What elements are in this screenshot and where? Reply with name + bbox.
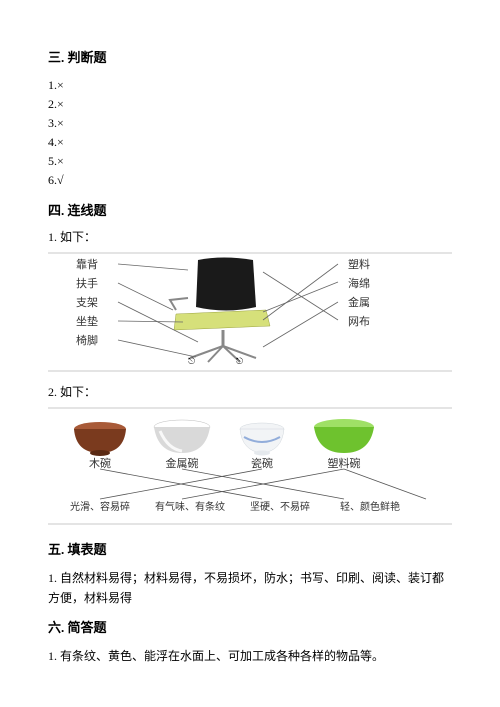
judge-num: 1. (48, 78, 57, 92)
fill-answer-1: 1. 自然材料易得；材料易得，不易损坏，防水；书写、印刷、阅读、装订都方便，材料… (48, 568, 452, 609)
bowl-prop: 坚硬、不易碎 (250, 500, 310, 513)
q2-intro: 2. 如下： (48, 383, 452, 401)
judge-num: 6. (48, 173, 57, 187)
judge-mark: × (57, 116, 64, 130)
judge-num: 3. (48, 116, 57, 130)
section-3-title: 三. 判断题 (48, 48, 452, 68)
bowl-porcelain-icon (240, 423, 284, 456)
bowl-plastic-icon (314, 419, 374, 453)
chair-icon: ⎋ ⎋ (170, 258, 270, 367)
chair-right-label: 网布 (348, 315, 370, 328)
chair-left-label: 靠背 (76, 257, 98, 271)
judge-item: 4.× (48, 133, 452, 152)
bowl-prop: 光滑、容易碎 (70, 500, 130, 513)
judge-mark: × (57, 135, 64, 149)
judge-mark: × (57, 97, 64, 111)
judge-mark: × (57, 78, 64, 92)
chair-left-label: 扶手 (76, 276, 98, 290)
chair-right-label: 塑料 (348, 257, 370, 271)
page-content: 三. 判断题 1.× 2.× 3.× 4.× 5.× 6.√ 四. 连线题 1.… (0, 0, 500, 694)
section-4-title: 四. 连线题 (48, 201, 452, 221)
section-6-title: 六. 简答题 (48, 618, 452, 638)
bowls-svg: 木碗 金属碗 瓷碗 塑料碗 光滑、容易碎 有气味、有条纹 坚硬、不易碎 轻、颜色… (48, 407, 452, 525)
chair-figure: 靠背 扶手 支架 坐垫 椅脚 塑料 海绵 金属 网布 (48, 252, 452, 377)
caster-icon: ⎋ (236, 356, 243, 366)
judge-item: 1.× (48, 76, 452, 95)
bowl-wood-icon (74, 422, 126, 456)
judge-item: 2.× (48, 95, 452, 114)
bowl-prop: 轻、颜色鲜艳 (340, 500, 400, 513)
chair-left-label: 支架 (76, 296, 98, 309)
judge-item: 5.× (48, 152, 452, 171)
bowl-label: 瓷碗 (251, 456, 273, 470)
bowl-label: 金属碗 (166, 456, 199, 470)
chair-right-label: 海绵 (348, 276, 370, 290)
chair-left-label: 椅脚 (76, 333, 98, 347)
bowl-label: 木碗 (89, 456, 111, 470)
bowl-prop: 有气味、有条纹 (155, 500, 225, 513)
judge-num: 2. (48, 97, 57, 111)
q1-intro: 1. 如下： (48, 228, 452, 246)
chair-svg: 靠背 扶手 支架 坐垫 椅脚 塑料 海绵 金属 网布 (48, 252, 452, 372)
judge-mark: √ (57, 173, 64, 187)
bowl-metal-icon (154, 420, 210, 453)
bowls-figure: 木碗 金属碗 瓷碗 塑料碗 光滑、容易碎 有气味、有条纹 坚硬、不易碎 轻、颜色… (48, 407, 452, 530)
chair-right-label: 金属 (348, 295, 370, 309)
section-5-title: 五. 填表题 (48, 540, 452, 560)
judge-item: 3.× (48, 114, 452, 133)
judge-item: 6.√ (48, 171, 452, 190)
judge-num: 5. (48, 154, 57, 168)
judge-list: 1.× 2.× 3.× 4.× 5.× 6.√ (48, 76, 452, 191)
caster-icon: ⎋ (188, 356, 195, 366)
chair-left-label: 坐垫 (76, 314, 98, 328)
short-answer-1: 1. 有条纹、黄色、能浮在水面上、可加工成各种各样的物品等。 (48, 646, 452, 666)
judge-num: 4. (48, 135, 57, 149)
bowl-label: 塑料碗 (328, 456, 361, 470)
judge-mark: × (57, 154, 64, 168)
